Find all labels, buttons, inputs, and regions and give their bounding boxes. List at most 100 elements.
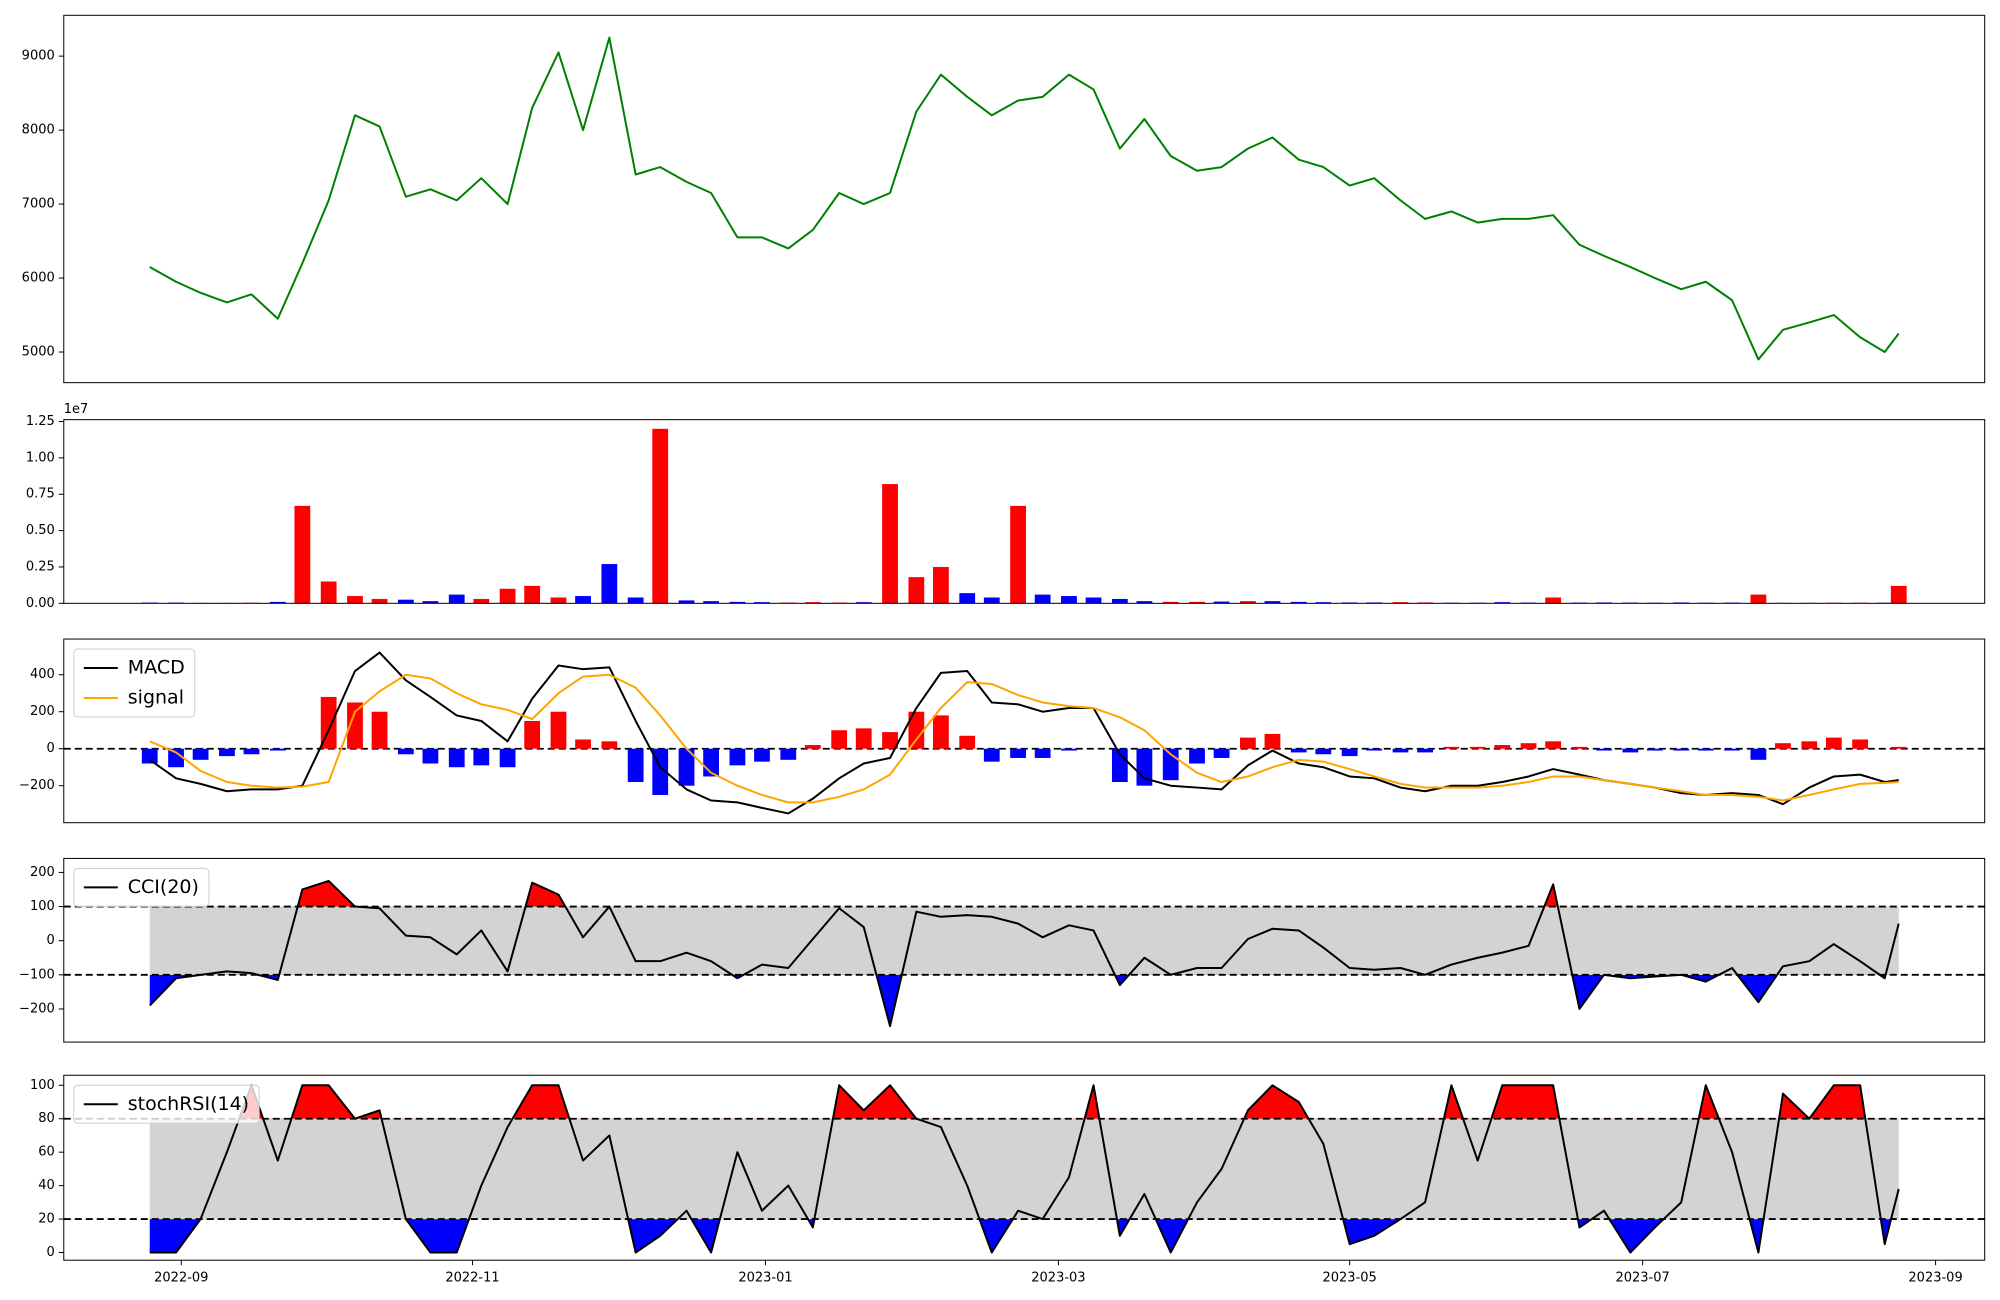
bar [347,596,363,604]
bar [882,732,898,749]
bar [397,748,414,755]
bar [1622,748,1639,753]
bar [320,581,337,604]
bar [219,748,235,757]
panel: −200 −100 0 100 200 CCI(20) [19,857,1986,1043]
line [149,879,1900,1028]
bar [1315,748,1332,755]
plot-area [63,879,1985,1028]
y-tick-label: −200 [19,1001,55,1016]
legend-label: MACD [128,657,185,679]
x-tick-label: 2023-03 [1031,1271,1085,1286]
legend: CCI(20) [73,867,210,907]
bar [347,702,363,749]
y-tick-label: −200 [19,778,55,793]
bar [371,598,388,604]
bar [499,748,516,768]
bar [1189,748,1205,764]
line [149,673,1899,804]
bar [168,748,184,768]
axes-frame [63,638,1986,824]
bar [371,711,388,749]
bar [959,735,976,749]
x-tick-label: 2023-05 [1322,1271,1376,1286]
bar [1162,601,1179,604]
bar [1596,748,1612,751]
bar [422,748,439,764]
plot-area [63,651,1985,815]
bar [1010,748,1026,758]
x-tick-label: 2023-09 [1908,1271,1962,1286]
y-tick-label: 0.75 [26,487,55,502]
y-tick-label: 80 [38,1111,55,1126]
y-tick-label: 100 [30,1078,55,1093]
bar [1890,585,1907,604]
bar [1136,748,1153,786]
bar [1264,601,1281,604]
bar [1750,594,1767,604]
bar [524,720,541,749]
bar [550,597,567,604]
y-tick-label: 60 [38,1145,55,1160]
bar [1801,741,1818,749]
bar [908,711,925,749]
y-tick-label: −100 [19,967,55,982]
x-tick-label: 2022-09 [154,1271,208,1286]
y-tick-label: 5000 [22,345,55,360]
bar [397,599,414,604]
neutral-band [149,906,1899,975]
panel: 0 20 40 60 80 100 2022-09 2022-11 2023-01 2023-03… [30,1074,1986,1286]
bar [473,748,490,766]
bar [575,739,591,749]
above-fill [297,880,1558,907]
bar [1189,601,1205,604]
bar [933,566,949,604]
bar [1010,505,1026,604]
bar [1469,746,1486,749]
bar [780,748,797,760]
y-tick-label: 40 [38,1178,55,1193]
legend-box [73,867,210,907]
bar [1315,602,1332,604]
bar [1213,748,1230,758]
y-tick-label: 100 [30,899,55,914]
bar [1061,596,1077,604]
legend-label: stochRSI(14) [128,1093,249,1115]
bar [601,741,618,749]
axes-frame [63,857,1986,1043]
legend: MACD signal [73,648,196,718]
bar [1136,601,1153,604]
bar [1494,745,1511,749]
bar [1646,748,1663,751]
bar [550,711,567,749]
bar [1417,748,1433,753]
y-tick-label: 0 [46,933,54,948]
bar [320,696,337,749]
bar [575,596,591,604]
bar [1290,601,1307,604]
y-tick-label: 200 [30,865,55,880]
bar [1111,598,1128,604]
neutral-band [149,1118,1899,1220]
bar [804,745,821,749]
bar [1494,602,1511,604]
bar [294,505,311,604]
bar [1852,739,1869,749]
bar [448,594,465,604]
bar [729,748,746,766]
panel: 5000 6000 7000 8000 9000 [22,14,1986,384]
y-tick-label: 0.50 [26,523,55,538]
bar [831,730,848,749]
bar [908,577,925,604]
axis-offset-label: 1e7 [64,402,89,417]
bar [703,601,719,604]
legend-label: CCI(20) [128,876,199,898]
y-tick-label: 6000 [22,271,55,286]
bar [141,748,158,764]
y-tick-label: 1.25 [26,414,55,429]
y-tick-label: 0 [46,1245,54,1260]
y-tick-label: 1.00 [26,450,55,465]
bar [269,748,286,751]
bar [1085,597,1102,604]
